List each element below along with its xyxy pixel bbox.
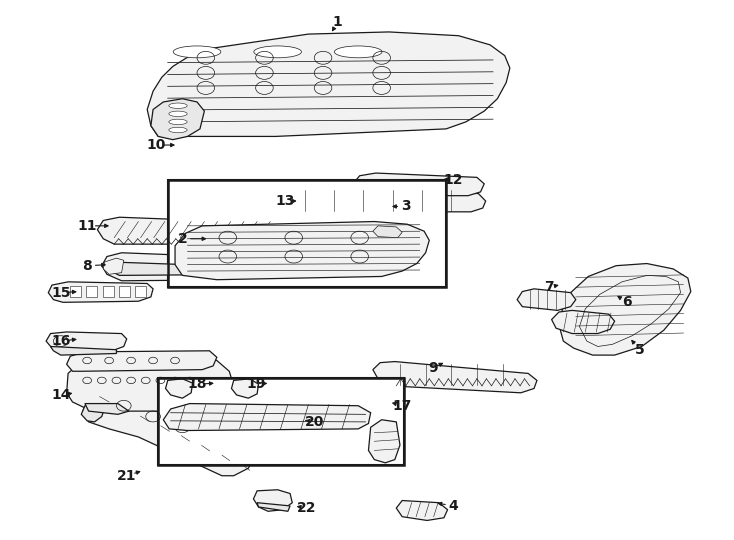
Text: 4: 4 [448, 499, 458, 513]
Polygon shape [98, 217, 270, 244]
Polygon shape [396, 501, 448, 521]
Polygon shape [48, 282, 153, 302]
Text: 11: 11 [77, 219, 97, 233]
Polygon shape [102, 253, 270, 281]
Text: 16: 16 [51, 334, 70, 348]
Bar [87, 286, 98, 297]
Text: 13: 13 [275, 194, 294, 208]
Polygon shape [517, 289, 575, 310]
Text: 2: 2 [178, 232, 187, 246]
Polygon shape [67, 351, 217, 372]
Polygon shape [67, 355, 233, 411]
Text: 12: 12 [443, 172, 463, 186]
Text: 15: 15 [51, 286, 70, 300]
Text: 7: 7 [544, 280, 553, 294]
Polygon shape [51, 347, 117, 355]
Polygon shape [148, 32, 510, 137]
Polygon shape [354, 173, 484, 195]
Ellipse shape [169, 119, 187, 125]
Text: 10: 10 [146, 138, 166, 152]
Polygon shape [166, 379, 192, 398]
Ellipse shape [173, 46, 221, 58]
Ellipse shape [169, 103, 187, 109]
Bar [168, 179, 446, 287]
Polygon shape [151, 99, 204, 140]
Polygon shape [109, 262, 263, 275]
Polygon shape [559, 264, 691, 355]
Text: 1: 1 [333, 15, 343, 29]
Text: 5: 5 [635, 343, 644, 357]
Polygon shape [231, 379, 258, 398]
Text: 20: 20 [305, 415, 324, 429]
Text: 22: 22 [297, 501, 316, 515]
Bar [103, 286, 114, 297]
Polygon shape [103, 258, 124, 274]
Text: 17: 17 [393, 399, 412, 413]
Text: 19: 19 [246, 377, 265, 391]
Ellipse shape [169, 127, 187, 133]
Text: 14: 14 [51, 388, 70, 402]
Polygon shape [368, 420, 400, 463]
Ellipse shape [254, 46, 302, 58]
Bar [119, 286, 130, 297]
Text: 3: 3 [401, 199, 410, 213]
Polygon shape [552, 310, 614, 334]
Polygon shape [81, 403, 105, 422]
Polygon shape [175, 221, 429, 280]
Polygon shape [280, 189, 486, 212]
Bar [135, 286, 146, 297]
Polygon shape [373, 362, 537, 393]
Polygon shape [164, 403, 371, 430]
Polygon shape [83, 393, 253, 476]
Polygon shape [85, 403, 129, 414]
Text: 8: 8 [82, 259, 92, 273]
Polygon shape [257, 503, 290, 511]
Text: 18: 18 [187, 377, 207, 391]
Text: 9: 9 [428, 361, 437, 375]
Ellipse shape [335, 46, 382, 58]
Polygon shape [253, 490, 292, 511]
Ellipse shape [169, 111, 187, 117]
Polygon shape [373, 226, 402, 238]
Bar [70, 286, 81, 297]
Bar [159, 377, 404, 465]
Polygon shape [189, 409, 219, 427]
Text: 6: 6 [622, 295, 632, 309]
Bar [159, 377, 404, 465]
Polygon shape [46, 332, 127, 352]
Text: 21: 21 [117, 469, 137, 483]
Bar [168, 179, 446, 287]
